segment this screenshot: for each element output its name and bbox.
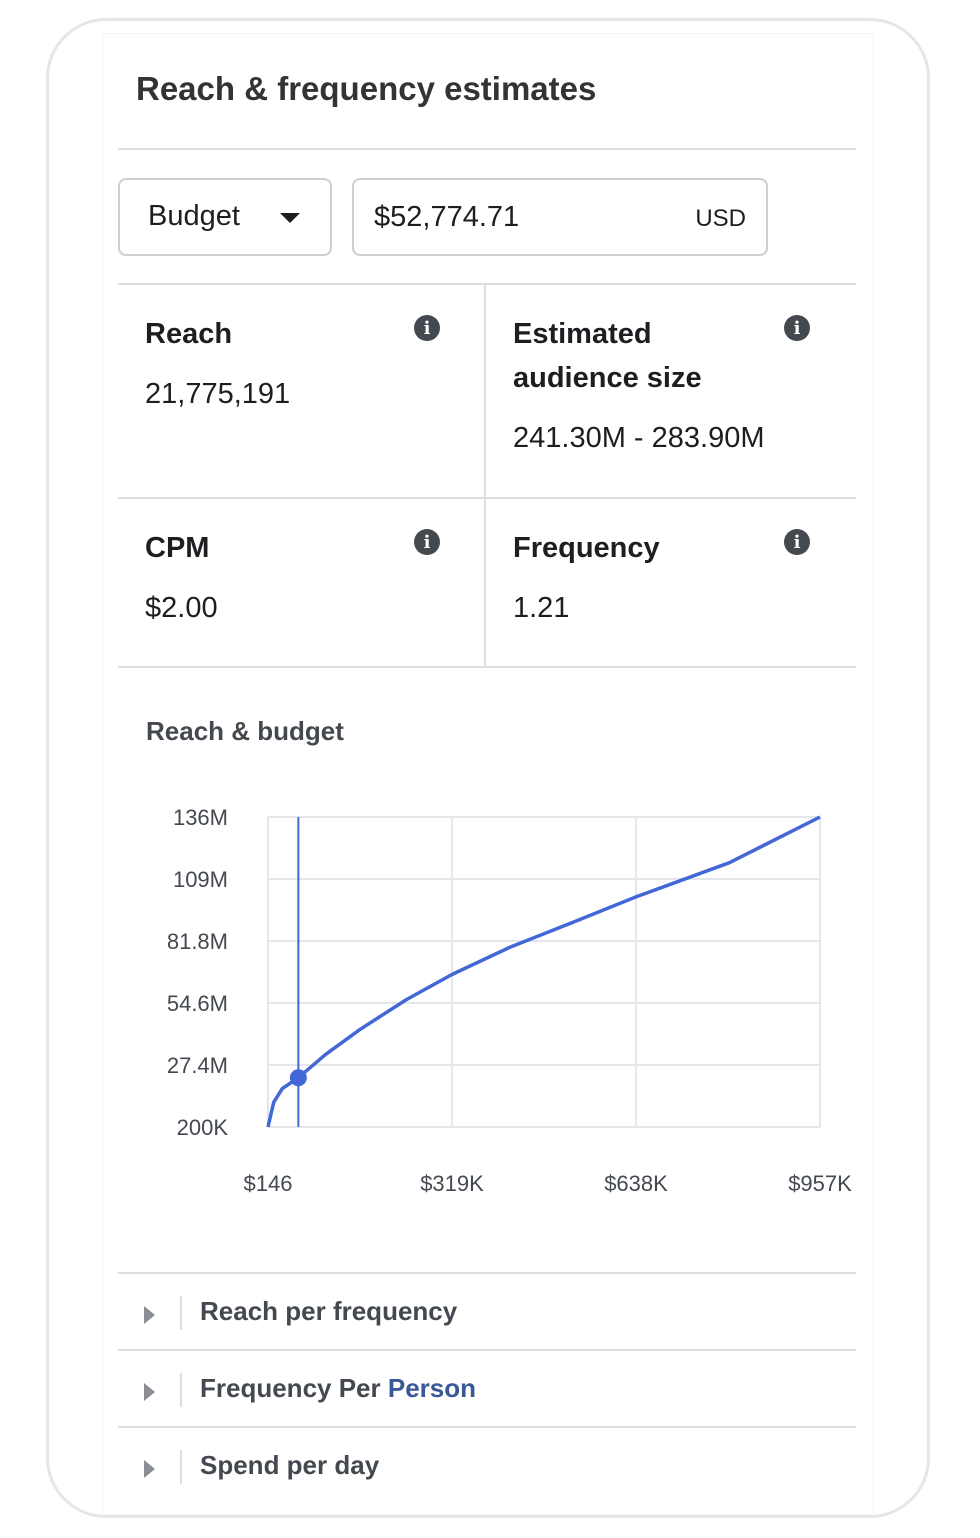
currency-label: USD: [695, 205, 746, 232]
divider: [118, 666, 856, 668]
x-tick-label: $957K: [788, 1171, 852, 1196]
y-tick-label: 136M: [173, 805, 228, 830]
divider: [118, 283, 856, 285]
divider: [118, 1426, 856, 1428]
info-icon[interactable]: i: [414, 529, 440, 555]
divider: [118, 1272, 856, 1274]
divider: [118, 148, 856, 150]
separator: [180, 1373, 182, 1407]
reach-label: Reach: [145, 318, 233, 350]
current-budget-point: [289, 1069, 307, 1087]
reach-curve: [266, 815, 821, 1128]
accordion-label: Reach per frequency: [200, 1296, 458, 1326]
frequency-label: Frequency: [513, 532, 660, 564]
separator: [180, 1450, 182, 1484]
x-tick-label: $146: [244, 1171, 293, 1196]
budget-mode-dropdown[interactable]: Budget: [118, 178, 332, 256]
reach-budget-chart[interactable]: 200K 27.4M 54.6M 81.8M 109M 136M $146 $319K $638…: [130, 790, 870, 1210]
info-icon[interactable]: i: [784, 529, 810, 555]
cpm-value: $2.00: [145, 592, 218, 624]
divider: [118, 1349, 856, 1351]
accordion-label-part2: Person: [387, 1373, 477, 1403]
audience-size-value: 241.30M - 283.90M: [513, 422, 765, 454]
separator: [180, 1296, 182, 1330]
accordion-reach-per-frequency[interactable]: Reach per frequency: [118, 1276, 856, 1352]
y-tick-label: 200K: [177, 1115, 229, 1140]
accordion-label: Frequency Per Person: [200, 1373, 476, 1404]
frequency-value: 1.21: [513, 592, 570, 624]
audience-size-label-line2: audience size: [513, 362, 702, 394]
info-icon[interactable]: i: [784, 315, 810, 341]
y-tick-label: 81.8M: [167, 929, 228, 954]
divider: [118, 497, 856, 499]
reach-value: 21,775,191: [145, 378, 291, 410]
audience-size-label-line1: Estimated: [513, 318, 652, 350]
accordion-label: Spend per day: [200, 1450, 380, 1480]
accordion-spend-per-day[interactable]: Spend per day: [118, 1430, 856, 1506]
panel-title: Reach & frequency estimates: [136, 70, 597, 107]
metrics-vertical-divider: [484, 285, 486, 667]
caret-right-icon: [144, 1460, 155, 1478]
budget-amount-input[interactable]: [374, 194, 674, 240]
info-icon[interactable]: i: [414, 315, 440, 341]
accordion-frequency-per-person[interactable]: Frequency Per Person: [118, 1353, 856, 1429]
chart-title: Reach & budget: [146, 716, 344, 746]
accordion-label-part1: Frequency Per: [200, 1373, 388, 1403]
y-tick-label: 109M: [173, 867, 228, 892]
x-tick-label: $319K: [420, 1171, 484, 1196]
chevron-down-icon: [280, 213, 300, 223]
y-tick-label: 27.4M: [167, 1053, 228, 1078]
budget-amount-field[interactable]: USD: [352, 178, 768, 256]
y-tick-label: 54.6M: [167, 991, 228, 1016]
caret-right-icon: [144, 1383, 155, 1401]
cpm-label: CPM: [145, 532, 210, 564]
x-tick-label: $638K: [604, 1171, 668, 1196]
audience-size-label: Estimated audience size: [513, 312, 702, 400]
estimates-panel: [103, 34, 873, 1514]
caret-right-icon: [144, 1306, 155, 1324]
budget-mode-label: Budget: [148, 200, 240, 232]
